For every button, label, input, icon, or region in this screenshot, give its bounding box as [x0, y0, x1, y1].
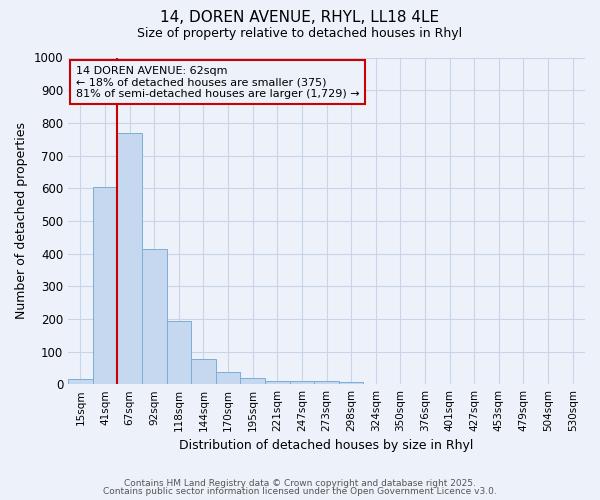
Bar [92, 186, 117, 384]
Bar [339, 382, 364, 384]
Bar [117, 132, 142, 384]
Bar [216, 372, 241, 384]
Bar [68, 380, 92, 384]
Bar [290, 381, 314, 384]
Text: Contains HM Land Registry data © Crown copyright and database right 2025.: Contains HM Land Registry data © Crown c… [124, 478, 476, 488]
X-axis label: Distribution of detached houses by size in Rhyl: Distribution of detached houses by size … [179, 440, 474, 452]
Bar [191, 358, 216, 384]
Bar [142, 250, 167, 384]
Text: Contains public sector information licensed under the Open Government Licence v3: Contains public sector information licen… [103, 487, 497, 496]
Y-axis label: Number of detached properties: Number of detached properties [15, 122, 28, 320]
Bar [314, 381, 339, 384]
Text: Size of property relative to detached houses in Rhyl: Size of property relative to detached ho… [137, 28, 463, 40]
Text: 14, DOREN AVENUE, RHYL, LL18 4LE: 14, DOREN AVENUE, RHYL, LL18 4LE [160, 10, 440, 25]
Bar [241, 378, 265, 384]
Bar [167, 321, 191, 384]
Text: 14 DOREN AVENUE: 62sqm
← 18% of detached houses are smaller (375)
81% of semi-de: 14 DOREN AVENUE: 62sqm ← 18% of detached… [76, 66, 359, 99]
Bar [265, 381, 290, 384]
